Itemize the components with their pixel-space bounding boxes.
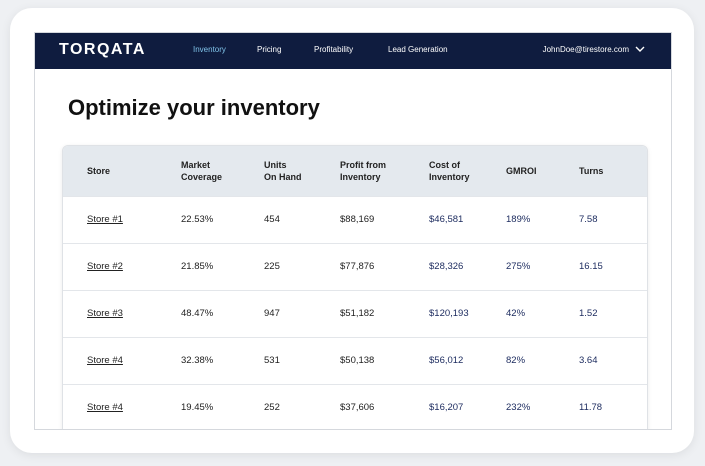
table-row: Store #2 21.85% 225 $77,876 $28,326 275%… [63,243,647,290]
app-window: TORQATA Inventory Pricing Profitability … [34,32,672,430]
units-on-hand-cell: 947 [264,308,280,319]
market-coverage-cell: 21.85% [181,261,214,272]
table-header-row: Store Market Coverage Units On Hand Profit… [63,146,647,196]
market-coverage-cell: 32.38% [181,355,214,366]
profit-cell: $37,606 [340,402,375,414]
nav-item-pricing[interactable]: Pricing [257,45,282,54]
cost-cell: $120,193 [429,308,469,319]
gmroi-cell: 82% [506,355,526,366]
table-row: Store #4 32.38% 531 $50,138 $56,012 82% … [63,337,647,384]
units-on-hand-cell: 531 [264,355,280,366]
market-coverage-cell: 48.47% [181,308,214,319]
table-row: Store #3 48.47% 947 $51,182 $120,193 42%… [63,290,647,337]
cost-cell: $56,012 [429,355,464,366]
header-cost-of-inventory[interactable]: Cost of Inventory [429,159,470,182]
header-gmroi[interactable]: GMROI [506,165,537,176]
store-link[interactable]: Store #1 [87,214,123,225]
table-row: Store #1 22.53% 454 $88,169 $46,581 189%… [63,196,647,243]
cost-cell: $28,326 [429,261,464,272]
top-navbar: TORQATA Inventory Pricing Profitability … [35,33,671,69]
header-market-coverage[interactable]: Market Coverage [181,159,223,182]
profit-cell: $88,169 [340,214,375,225]
gmroi-cell: 232% [506,402,531,414]
turns-cell: 16.15 [579,261,603,272]
header-profit-from-inventory[interactable]: Profit from Inventory [340,159,386,182]
turns-cell: 7.58 [579,214,598,225]
store-link[interactable]: Store #4 [87,402,123,414]
user-email: JohnDoe@tirestore.com [542,45,629,54]
header-store[interactable]: Store [87,165,111,176]
table-row: Store #4 19.45% 252 $37,606 $16,207 232%… [63,384,647,429]
profit-cell: $51,182 [340,308,375,319]
gmroi-cell: 189% [506,214,531,225]
profit-cell: $77,876 [340,261,375,272]
chevron-down-icon [635,46,645,53]
inventory-table-card: Store Market Coverage Units On Hand Profit… [62,145,648,429]
units-on-hand-cell: 454 [264,214,280,225]
nav-item-inventory[interactable]: Inventory [193,45,226,54]
profit-cell: $50,138 [340,355,375,366]
cost-cell: $46,581 [429,214,464,225]
turns-cell: 3.64 [579,355,598,366]
gmroi-cell: 42% [506,308,526,319]
page-title: Optimize your inventory [68,95,320,120]
store-link[interactable]: Store #3 [87,308,123,319]
units-on-hand-cell: 252 [264,402,280,414]
header-units-on-hand[interactable]: Units On Hand [264,159,302,182]
units-on-hand-cell: 225 [264,261,280,272]
nav-item-lead-generation[interactable]: Lead Generation [388,45,448,54]
inventory-table: Store Market Coverage Units On Hand Profit… [63,146,647,429]
store-link[interactable]: Store #2 [87,261,123,272]
cost-cell: $16,207 [429,402,464,414]
store-link[interactable]: Store #4 [87,355,123,366]
market-coverage-cell: 19.45% [181,402,214,414]
nav-item-profitability[interactable]: Profitability [314,45,354,54]
turns-cell: 1.52 [579,308,598,319]
header-turns[interactable]: Turns [579,165,604,176]
turns-cell: 11.78 [579,402,603,414]
market-coverage-cell: 22.53% [181,214,214,225]
logo[interactable]: TORQATA [59,41,146,58]
gmroi-cell: 275% [506,261,531,272]
user-menu[interactable]: JohnDoe@tirestore.com [543,45,645,54]
